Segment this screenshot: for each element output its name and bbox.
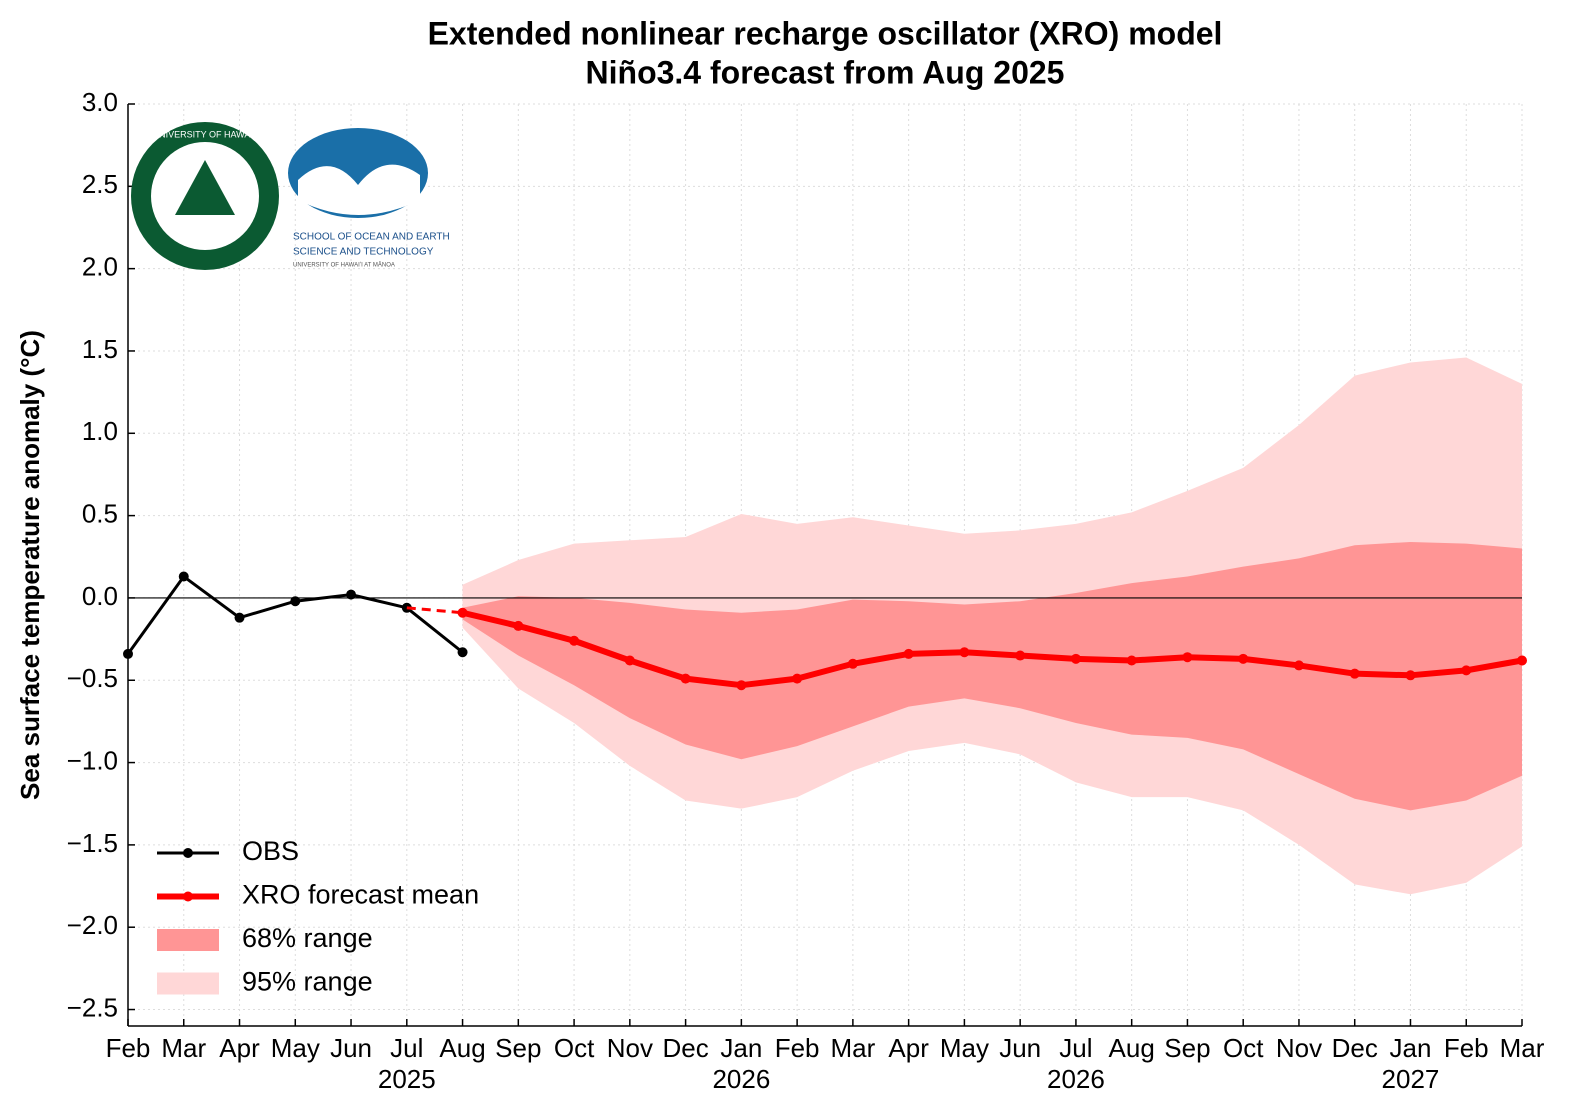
legend-label: XRO forecast mean [242, 880, 479, 910]
series-marker [1293, 660, 1304, 671]
legend-marker [183, 891, 193, 902]
series-marker [1238, 653, 1249, 664]
series-line [461, 609, 1523, 689]
x-year-label: 2026 [1047, 1064, 1105, 1094]
legend-swatch [157, 929, 219, 951]
y-tick-label: −1.0 [67, 745, 118, 775]
legend-marker [183, 848, 193, 858]
x-tick-label: Dec [662, 1033, 708, 1063]
y-tick-label: −2.0 [67, 910, 118, 940]
x-tick-label: Nov [1276, 1033, 1322, 1063]
series-marker [847, 658, 858, 669]
series-marker [959, 647, 970, 658]
logo-text: SCIENCE AND TECHNOLOGY [293, 247, 434, 258]
x-year-label: 2027 [1382, 1064, 1440, 1094]
y-tick-label: 0.5 [82, 498, 118, 528]
y-tick-label: −1.5 [67, 828, 118, 858]
x-tick-label: Mar [830, 1033, 875, 1063]
x-tick-label: Oct [1223, 1033, 1264, 1063]
x-tick-label: May [271, 1033, 320, 1063]
x-tick-label: Feb [1444, 1033, 1489, 1063]
series-marker [346, 589, 357, 600]
series-marker [1461, 665, 1472, 676]
soest-wave [298, 164, 420, 215]
chart-subtitle: Niño3.4 forecast from Aug 2025 [586, 54, 1065, 90]
x-tick-label: Apr [219, 1033, 260, 1063]
series-marker [569, 635, 580, 646]
series-marker [1182, 652, 1193, 663]
x-year-label: 2026 [712, 1064, 770, 1094]
y-tick-label: 1.0 [82, 416, 118, 446]
legend-swatch [157, 972, 219, 995]
y-tick-label: 1.5 [82, 334, 118, 364]
y-tick-label: 2.5 [82, 169, 118, 199]
series-marker [234, 612, 245, 623]
y-tick-label: −2.5 [67, 992, 118, 1022]
uh-logo-emblem [175, 160, 235, 215]
logo-text: SCHOOL OF OCEAN AND EARTH [293, 232, 450, 243]
connector-line [406, 606, 463, 615]
chart-title: Extended nonlinear recharge oscillator (… [428, 15, 1223, 51]
x-tick-label: Dec [1332, 1033, 1378, 1063]
series-marker [1015, 650, 1026, 661]
y-axis-label: Sea surface temperature anomaly (°C) [15, 330, 45, 800]
logo-text: UNIVERSITY OF HAWAIʻI [153, 129, 258, 139]
legend-label: OBS [242, 836, 299, 866]
series-marker [1349, 668, 1360, 679]
series-marker [457, 607, 468, 618]
series-marker [1517, 655, 1527, 666]
x-tick-label: Oct [554, 1033, 595, 1063]
series-marker [903, 648, 914, 659]
x-year-label: 2025 [378, 1064, 436, 1094]
series-marker [624, 655, 635, 666]
series-marker [457, 647, 468, 658]
series-marker [736, 680, 747, 691]
x-tick-label: Jul [390, 1033, 423, 1063]
x-tick-label: Jan [720, 1033, 762, 1063]
x-tick-label: Jan [1390, 1033, 1432, 1063]
series-marker [513, 620, 524, 631]
series-marker [290, 596, 301, 607]
legend-label: 95% range [242, 967, 373, 997]
series-marker [680, 673, 691, 684]
series-marker [792, 673, 803, 684]
x-tick-label: Jun [330, 1033, 372, 1063]
y-tick-label: 0.0 [82, 581, 118, 611]
x-tick-label: Aug [439, 1033, 485, 1063]
x-tick-label: Mar [1500, 1033, 1545, 1063]
logo-text: UNIVERSITY OF HAWAIʻI AT MĀNOA [293, 262, 395, 269]
series-marker [178, 571, 189, 582]
y-tick-label: 2.0 [82, 252, 118, 282]
x-tick-label: Sep [495, 1033, 541, 1063]
x-tick-label: Feb [106, 1033, 151, 1063]
x-tick-label: Feb [775, 1033, 820, 1063]
y-tick-label: 3.0 [82, 87, 118, 117]
x-tick-label: Apr [888, 1033, 929, 1063]
x-tick-label: Nov [607, 1033, 653, 1063]
series-marker [1070, 653, 1081, 664]
series-marker [1126, 655, 1137, 666]
logos: UNIVERSITY OF HAWAIʻI SCHOOL OF OCEAN AN… [131, 122, 450, 270]
x-tick-label: May [940, 1033, 989, 1063]
x-tick-label: Aug [1109, 1033, 1155, 1063]
y-tick-label: −0.5 [67, 663, 118, 693]
series-marker [1405, 670, 1416, 681]
legend-label: 68% range [242, 923, 373, 953]
x-tick-label: Jul [1059, 1033, 1092, 1063]
x-tick-label: Mar [161, 1033, 206, 1063]
x-tick-label: Sep [1164, 1033, 1210, 1063]
band-area [462, 541, 1522, 811]
x-tick-label: Jun [999, 1033, 1041, 1063]
